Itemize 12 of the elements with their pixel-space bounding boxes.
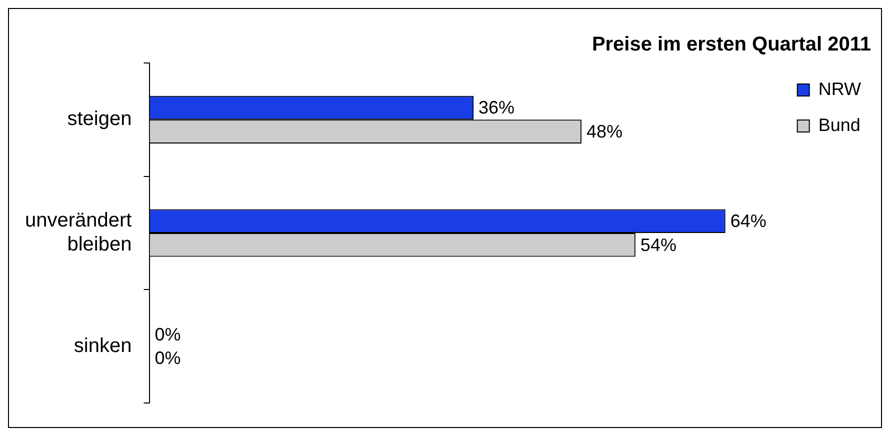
chart-title: Preise im ersten Quartal 2011: [592, 34, 871, 56]
data-label: 0%: [154, 348, 181, 368]
data-label: 48%: [586, 122, 622, 142]
data-label: 54%: [640, 234, 676, 255]
legend-label: Bund: [818, 114, 860, 135]
legend-label: NRW: [818, 78, 862, 99]
y-tick-label: unverändert bleiben: [24, 210, 132, 256]
data-label: 36%: [478, 98, 515, 118]
y-tick-label: sinken: [74, 334, 132, 357]
y-tick-label: steigen: [67, 108, 132, 130]
data-label: 0%: [154, 324, 181, 344]
data-label: 64%: [730, 211, 766, 232]
